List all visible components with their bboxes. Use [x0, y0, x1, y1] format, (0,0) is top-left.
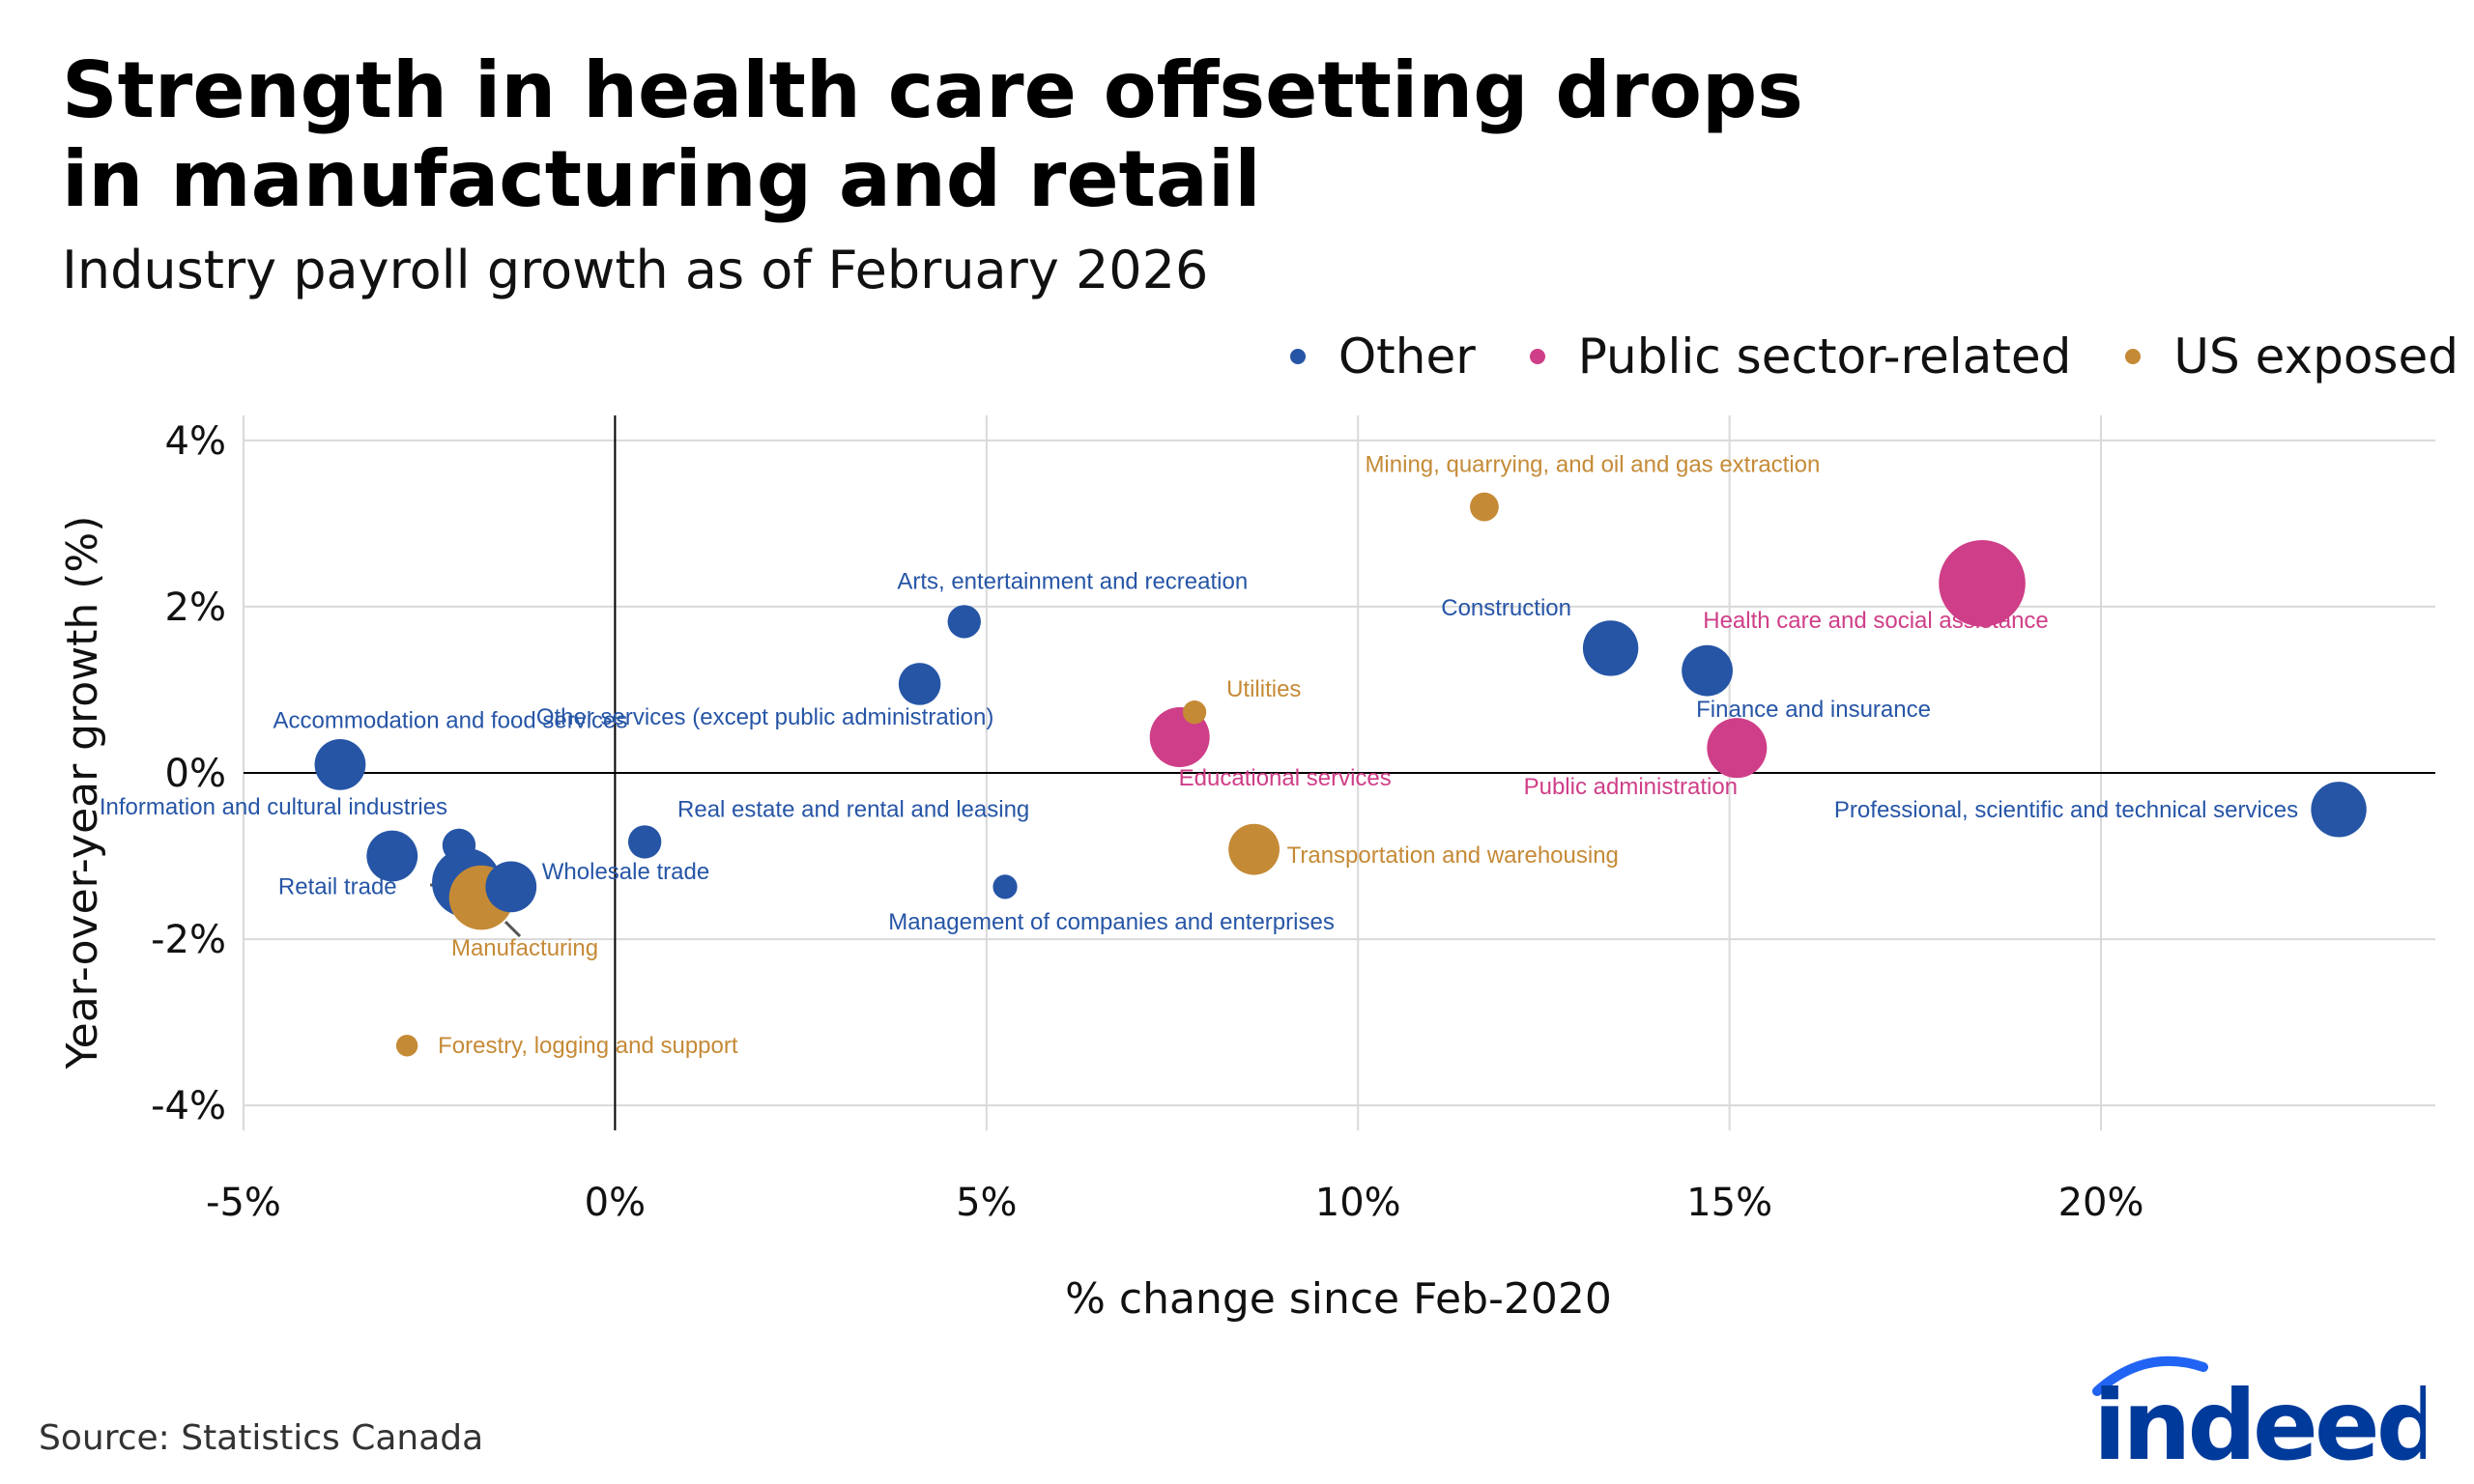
chart-title: Strength in health care offsetting drops…	[62, 46, 1803, 224]
chart-subtitle: Industry payroll growth as of February 2…	[62, 240, 1209, 300]
legend-label-us-exposed: US exposed	[2173, 328, 2459, 385]
label-finance-and-insurance: Finance and insurance	[1696, 697, 1931, 723]
y-tick-label: 0%	[165, 752, 226, 796]
indeed-logo-arc	[2092, 1356, 2208, 1396]
chart-title-line-1: Strength in health care offsetting drops	[62, 45, 1803, 135]
label-accommodation-and-food-services: Accommodation and food services	[273, 707, 628, 733]
label-educational-services: Educational services	[1179, 765, 1392, 791]
label-management-of-companies-and-enterprises: Management of companies and enterprises	[888, 909, 1335, 935]
legend-swatch-us-exposed	[2125, 349, 2142, 364]
legend-item-us-exposed: US exposed	[2125, 328, 2459, 385]
point-health-care-and-social-assistance	[1939, 540, 2026, 627]
leader-manufacturing	[503, 920, 522, 938]
point-mining-quarrying-and-oil-and-gas-extraction	[1470, 492, 1499, 522]
y-tick-label: -4%	[151, 1084, 226, 1128]
source-note: Source: Statistics Canada	[39, 1418, 484, 1458]
x-tick-label: -5%	[206, 1181, 281, 1225]
label-construction: Construction	[1441, 595, 1571, 621]
data-points	[314, 492, 2367, 1057]
point-arts-entertainment-and-recreation	[947, 605, 981, 639]
legend-item-public-sector: Public sector-related	[1529, 328, 2072, 385]
point-real-estate-and-rental-and-leasing	[627, 825, 662, 859]
point-forestry-logging-and-support	[395, 1035, 418, 1057]
x-tick-label: 0%	[585, 1181, 646, 1225]
x-tick-label: 10%	[1315, 1181, 1401, 1225]
indeed-logo: indeed	[2092, 1356, 2426, 1478]
point-management-of-companies-and-enterprises	[992, 874, 1018, 899]
label-real-estate-and-rental-and-leasing: Real estate and rental and leasing	[677, 796, 1029, 822]
label-forestry-logging-and-support: Forestry, logging and support	[438, 1033, 738, 1059]
chart-legend: Other Public sector-related US exposed	[1236, 323, 2459, 390]
x-tick-label: 15%	[1686, 1181, 1772, 1225]
point-wholesale-trade	[485, 861, 537, 913]
indeed-logo-wordmark: indeed	[2093, 1369, 2426, 1478]
point-utilities	[1182, 700, 1207, 725]
label-professional-scientific-and-technical-services: Professional, scientific and technical s…	[1834, 797, 2298, 823]
zero-axes	[244, 415, 2435, 1130]
label-transportation-and-warehousing: Transportation and warehousing	[1287, 842, 1619, 869]
y-axis-label: Year-over-year growth (%)	[58, 516, 107, 1070]
label-retail-trade: Retail trade	[278, 874, 397, 900]
chart-title-line-2: in manufacturing and retail	[62, 134, 1261, 224]
point-construction	[1582, 620, 1639, 676]
point-other-services-except-public-administration	[898, 663, 941, 705]
point-accommodation-and-food-services	[314, 738, 366, 790]
x-axis-label: % change since Feb-2020	[1065, 1274, 1612, 1324]
y-tick-label: 4%	[165, 419, 226, 464]
y-tick-label: 2%	[165, 585, 226, 630]
label-manufacturing: Manufacturing	[451, 935, 598, 961]
point-professional-scientific-and-technical-services	[2311, 782, 2367, 838]
label-mining-quarrying-and-oil-and-gas-extraction: Mining, quarrying, and oil and gas extra…	[1365, 452, 1820, 478]
label-other-services-except-public-administration: Other services (except public administra…	[536, 704, 994, 730]
label-public-administration: Public administration	[1524, 774, 1738, 800]
legend-item-other: Other	[1289, 328, 1476, 385]
point-transportation-and-warehousing	[1228, 823, 1280, 875]
tick-labels: -5% 0% 5% 10% 15% 20% -4% -2% 0% 2% 4%	[151, 419, 2143, 1225]
point-finance-and-insurance	[1682, 644, 1733, 697]
legend-label-public-sector: Public sector-related	[1577, 328, 2072, 385]
label-information-and-cultural-industries: Information and cultural industries	[100, 794, 447, 820]
point-unlabeled-2	[366, 830, 418, 882]
legend-label-other: Other	[1338, 328, 1476, 385]
label-health-care-and-social-assistance: Health care and social assistance	[1703, 608, 2049, 634]
legend-swatch-other	[1289, 349, 1306, 364]
legend-swatch-public-sector	[1529, 349, 1545, 364]
x-tick-label: 5%	[956, 1181, 1017, 1225]
label-wholesale-trade: Wholesale trade	[542, 859, 709, 885]
point-public-administration	[1707, 718, 1768, 779]
label-utilities: Utilities	[1226, 676, 1301, 702]
point-labels: Accommodation and food services Informati…	[100, 452, 2298, 1060]
y-tick-label: -2%	[151, 918, 226, 962]
label-arts-entertainment-and-recreation: Arts, entertainment and recreation	[897, 568, 1248, 594]
x-tick-label: 20%	[2058, 1181, 2144, 1225]
